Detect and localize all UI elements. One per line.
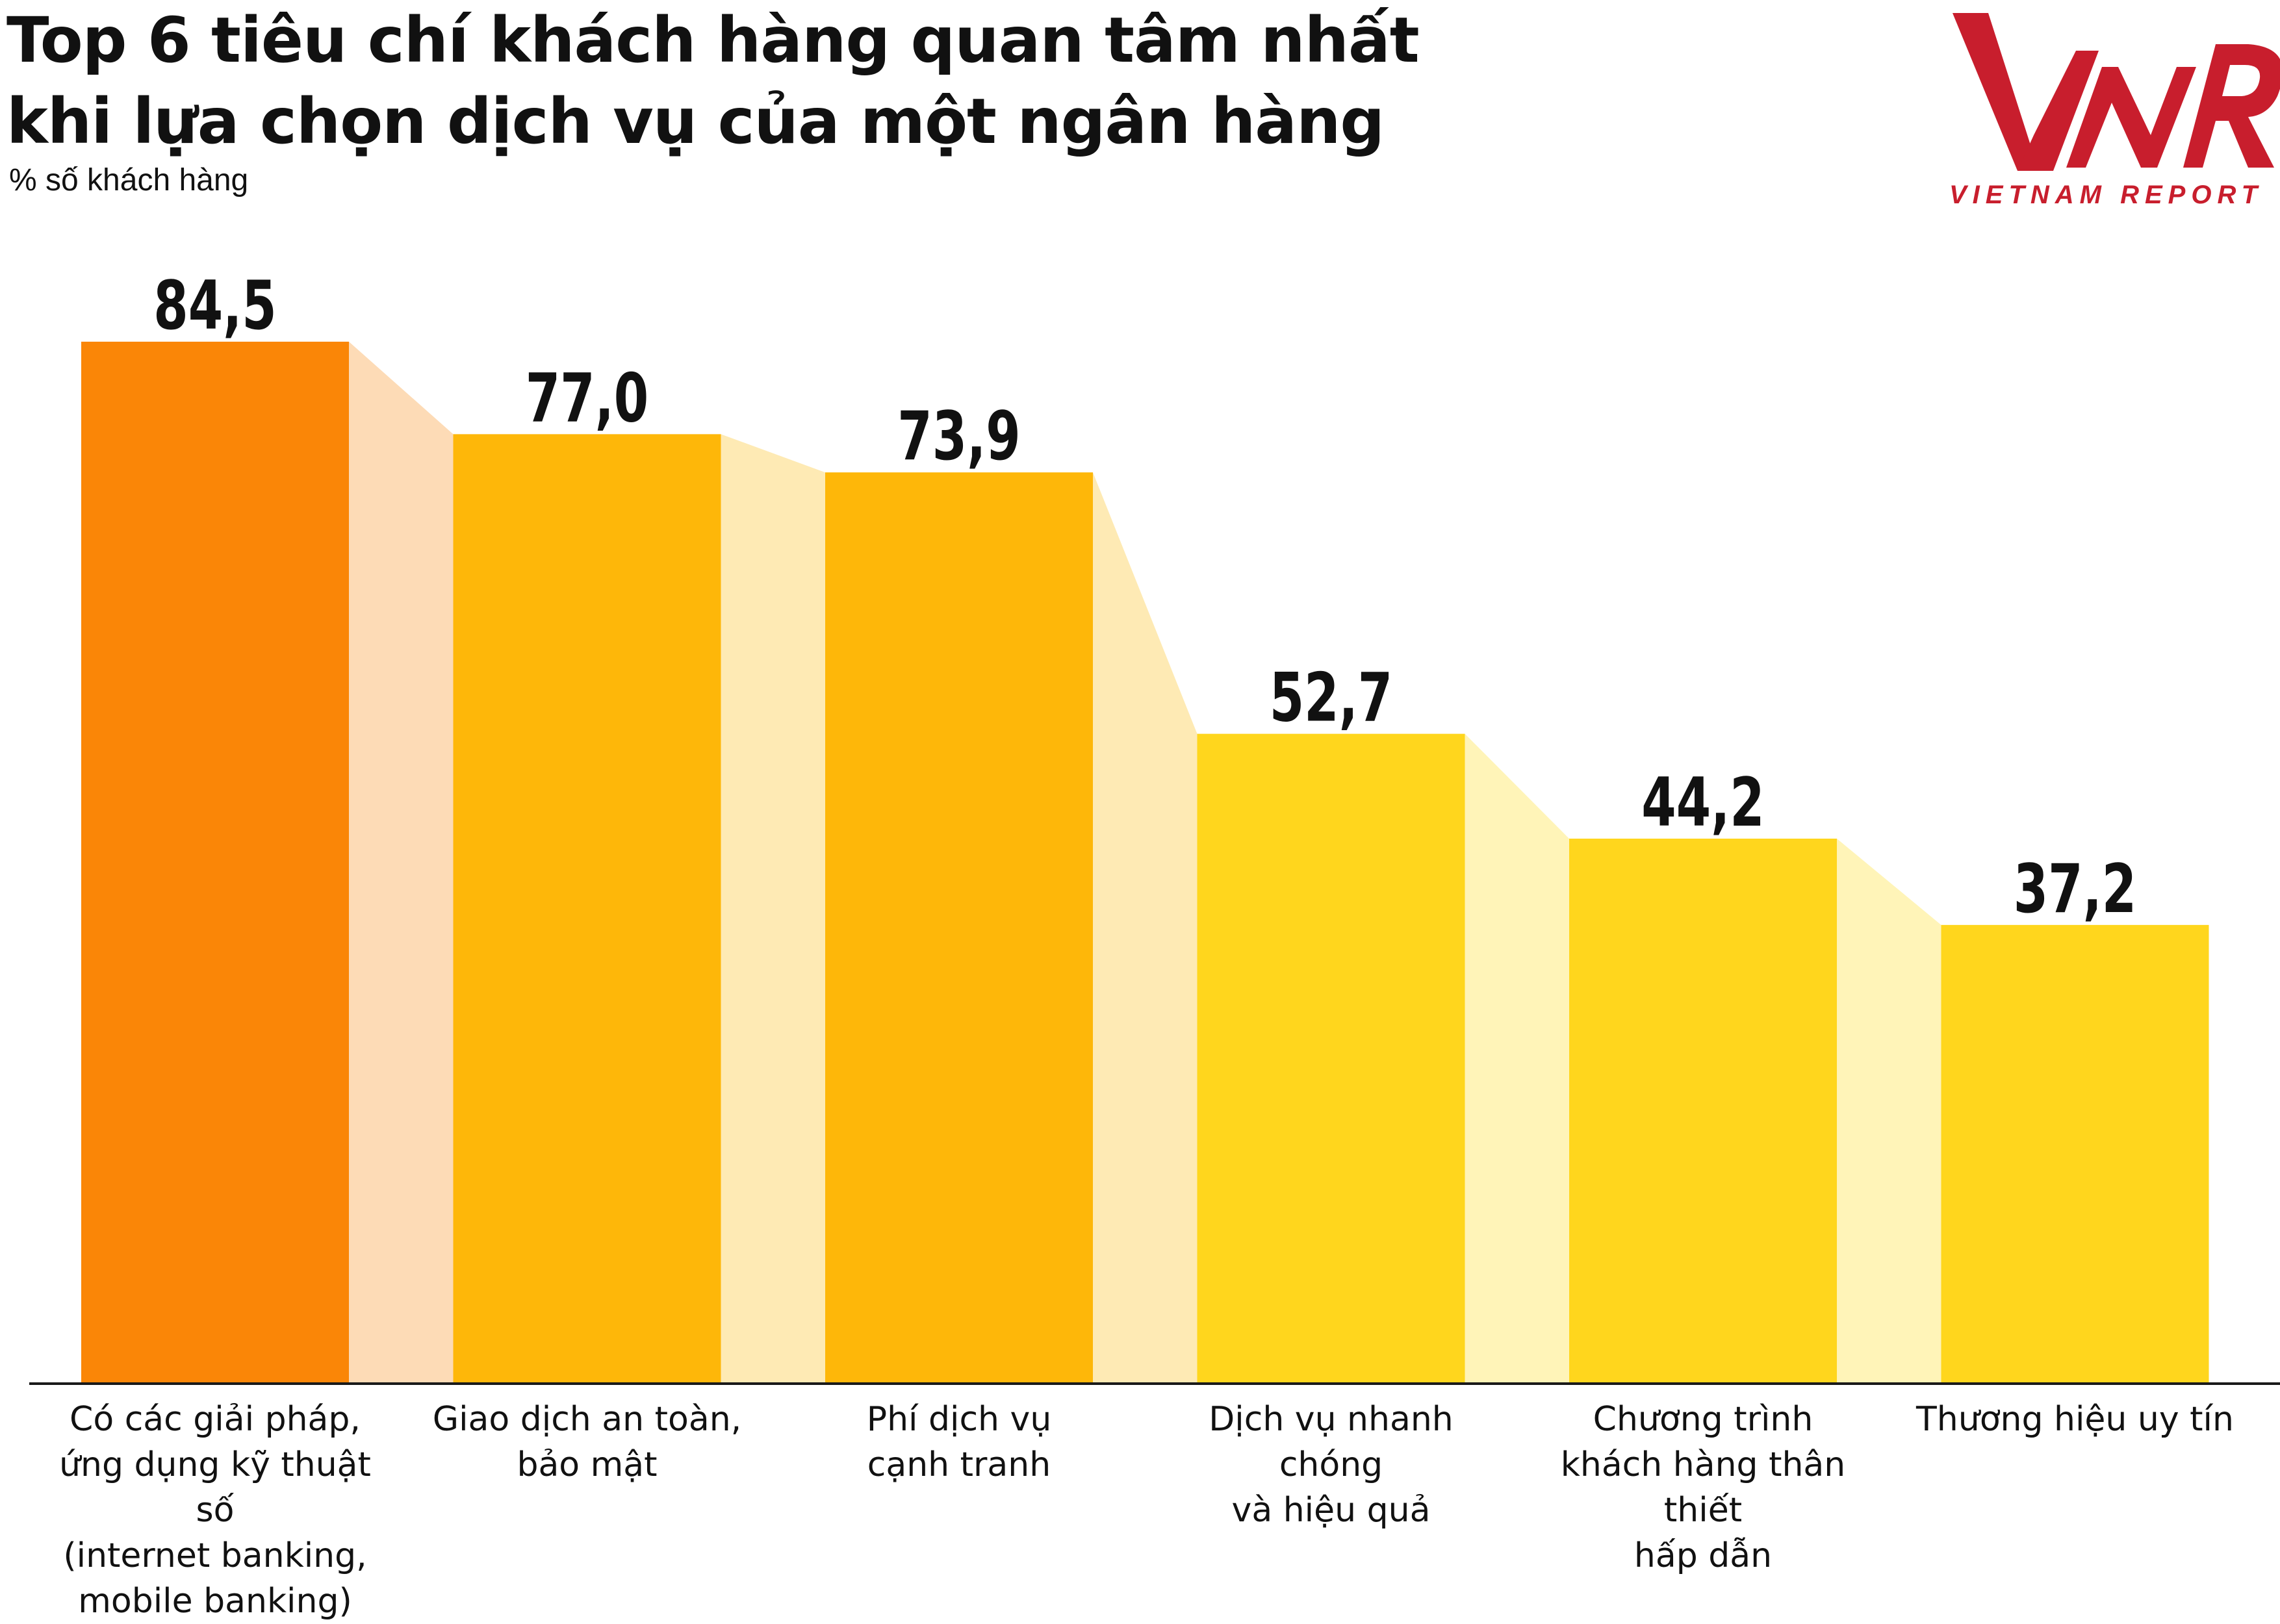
- category-label-line: cạnh tranh: [867, 1445, 1051, 1484]
- logo-v-right-stroke: [2017, 51, 2099, 171]
- value-label: 44,2: [1641, 763, 1764, 842]
- bar: [81, 342, 349, 1384]
- category-label: Giao dịch an toàn, bảo mật: [418, 1397, 756, 1488]
- bar: [1941, 924, 2209, 1384]
- category-label-line: Thương hiệu uy tín: [1916, 1400, 2234, 1439]
- value-label: 37,2: [2014, 849, 2136, 928]
- chart-title: Top 6 tiêu chí khách hàng quan tâm nhất …: [6, 0, 1696, 162]
- category-label-line: Phí dịch vụ: [866, 1400, 1052, 1439]
- bar: [1197, 733, 1465, 1384]
- bar: [1569, 838, 1837, 1384]
- connector-band: [1465, 733, 1569, 1384]
- category-label-line: (internet banking,: [63, 1536, 367, 1575]
- category-label-line: Giao dịch an toàn,: [432, 1400, 742, 1439]
- category-label: Có các giải pháp, ứng dụng kỹ thuật số (in…: [46, 1397, 384, 1624]
- bar-layer: [81, 342, 2209, 1384]
- value-label: 84,5: [153, 266, 276, 345]
- value-label: 73,9: [897, 397, 1020, 476]
- value-label-layer: 84,5 77,0 73,9 52,7 44,2 37,2: [153, 266, 2136, 928]
- category-label-line: Có các giải pháp,: [70, 1400, 361, 1439]
- category-label-line: Dịch vụ nhanh chóng: [1209, 1400, 1454, 1484]
- category-label-line: và hiệu quả: [1231, 1491, 1431, 1530]
- bar: [825, 472, 1093, 1384]
- category-label: Dịch vụ nhanh chóng và hiệu quả: [1162, 1397, 1500, 1533]
- chart-subtitle: % số khách hàng: [9, 163, 249, 197]
- logo-r-stroke: [2183, 44, 2280, 168]
- value-label: 77,0: [526, 359, 648, 438]
- category-label: Chương trình khách hàng thân thiết hấp dẫn: [1534, 1397, 1872, 1579]
- connector-band: [1837, 838, 1941, 1384]
- logo-v-stroke: [1953, 13, 2030, 171]
- category-label-line: hấp dẫn: [1633, 1536, 1773, 1575]
- connector-band: [721, 434, 825, 1384]
- logo-text: VIETNAM REPORT: [1949, 181, 2264, 209]
- value-label: 52,7: [1270, 658, 1392, 737]
- category-label-line: khách hàng thân thiết: [1560, 1445, 1846, 1530]
- bar: [453, 434, 721, 1384]
- category-label: Thương hiệu uy tín: [1906, 1397, 2244, 1442]
- category-label: Phí dịch vụ cạnh tranh: [790, 1397, 1128, 1488]
- title-line-2: khi lựa chọn dịch vụ của một ngân hàng: [6, 85, 1385, 158]
- connector-band: [1093, 472, 1198, 1384]
- vnr-logo-icon: [1953, 13, 2280, 171]
- category-label-line: Chương trình: [1593, 1400, 1813, 1439]
- category-label-line: bảo mật: [517, 1445, 658, 1484]
- connector-layer: [349, 342, 1941, 1384]
- connector-band: [349, 342, 454, 1384]
- category-label-line: ứng dụng kỹ thuật số: [59, 1445, 371, 1530]
- logo-n-stroke: [2066, 67, 2196, 168]
- title-line-1: Top 6 tiêu chí khách hàng quan tâm nhất: [6, 4, 1420, 77]
- category-label-line: mobile banking): [78, 1582, 352, 1621]
